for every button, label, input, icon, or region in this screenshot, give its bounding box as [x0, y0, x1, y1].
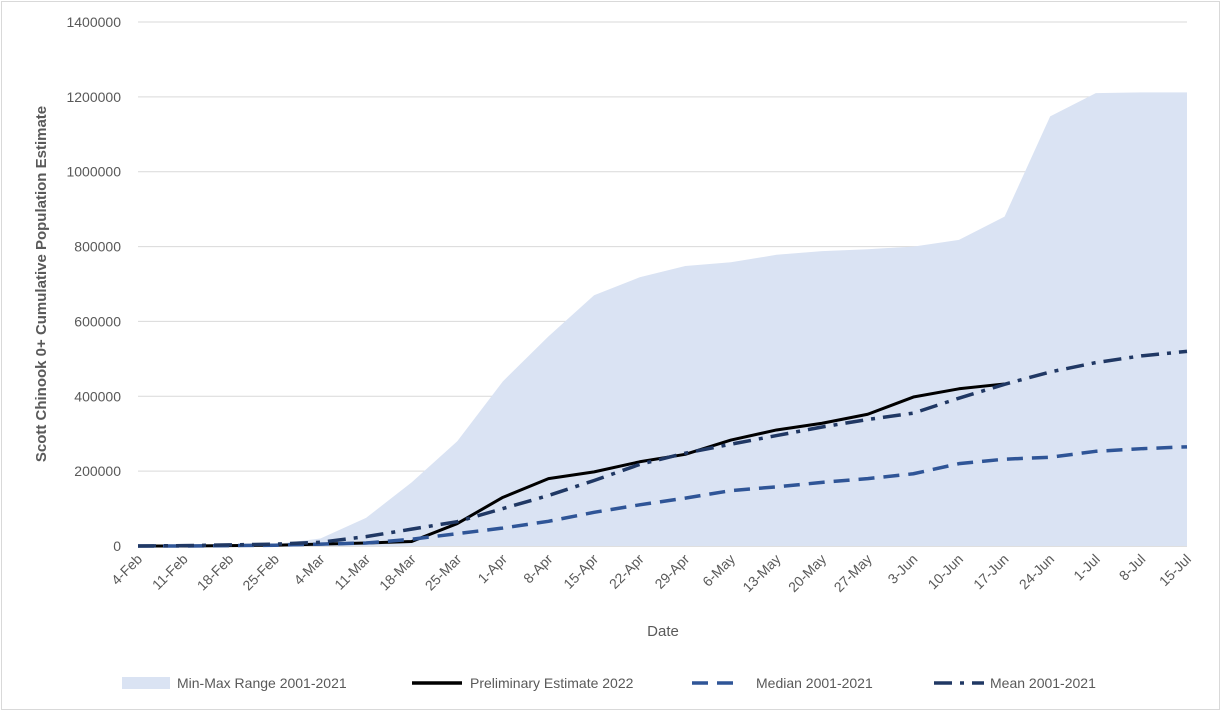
x-tick-label: 11-Mar — [331, 551, 373, 593]
x-tick-label: 8-Apr — [520, 551, 556, 587]
x-tick-label: 24-Jun — [1016, 551, 1058, 593]
x-tick-label: 1-Apr — [474, 551, 510, 587]
legend-label: Mean 2001-2021 — [990, 675, 1096, 691]
x-tick-labels: 4-Feb 11-Feb 18-Feb 25-Feb 4-Mar 11-Mar 18-Mar… — [108, 551, 1194, 596]
legend-item: Preliminary Estimate 2022 — [412, 675, 634, 691]
x-tick-label: 4-Feb — [108, 551, 145, 588]
median-2001-2021-line — [138, 445, 1188, 548]
x-tick-label: 20-May — [785, 551, 829, 595]
preliminary-estimate-2022-line — [138, 382, 1005, 548]
y-axis-title: Scott Chinook 0+ Cumulative Population E… — [33, 106, 50, 462]
y-tick-label: 600000 — [74, 313, 121, 329]
x-tick-label: 13-May — [739, 551, 783, 595]
x-tick-label: 18-Mar — [376, 551, 419, 594]
y-tick-label: 0 — [113, 538, 121, 554]
x-tick-label: 1-Jul — [1070, 551, 1103, 584]
x-tick-label: 8-Jul — [1116, 551, 1149, 584]
legend-label: Median 2001-2021 — [756, 675, 873, 691]
x-tick-label: 18-Feb — [194, 551, 237, 594]
min-max-range-area — [138, 92, 1187, 546]
x-tick-label: 29-Apr — [651, 551, 692, 592]
x-axis-title: Date — [647, 623, 679, 640]
legend-item: Median 2001-2021 — [692, 675, 873, 691]
mean-2001-2021-line — [137, 349, 1188, 548]
x-tick-label: 15-Jul — [1156, 551, 1194, 589]
x-tick-label: 3-Jun — [884, 551, 920, 587]
x-tick-label: 17-Jun — [970, 551, 1012, 593]
y-tick-label: 1400000 — [66, 14, 121, 30]
series-lines — [137, 349, 1188, 548]
y-tick-label: 1200000 — [66, 89, 121, 105]
legend-item: Mean 2001-2021 — [934, 675, 1096, 691]
legend-label: Preliminary Estimate 2022 — [470, 675, 634, 691]
x-tick-label: 10-Jun — [924, 551, 966, 593]
x-tick-label: 25-Feb — [239, 551, 282, 594]
x-tick-label: 11-Feb — [149, 551, 191, 593]
x-tick-label: 27-May — [831, 551, 875, 595]
legend-swatch — [122, 677, 170, 689]
x-tick-label: 25-Mar — [422, 551, 465, 594]
y-tick-labels: 0 200000 400000 600000 800000 1000000 1200000 1… — [66, 14, 121, 554]
legend: Min-Max Range 2001-2021 Preliminary Estim… — [122, 675, 1096, 691]
y-tick-label: 400000 — [74, 388, 121, 404]
legend-item: Min-Max Range 2001-2021 — [122, 675, 347, 691]
x-tick-label: 4-Mar — [290, 551, 327, 588]
x-tick-label: 22-Apr — [606, 551, 647, 592]
y-tick-label: 1000000 — [66, 164, 121, 180]
y-tick-label: 800000 — [74, 239, 121, 255]
x-tick-label: 15-Apr — [560, 551, 601, 592]
x-tick-label: 6-May — [699, 551, 738, 590]
y-tick-label: 200000 — [74, 463, 121, 479]
min-max-area — [138, 92, 1187, 546]
legend-label: Min-Max Range 2001-2021 — [177, 675, 347, 691]
